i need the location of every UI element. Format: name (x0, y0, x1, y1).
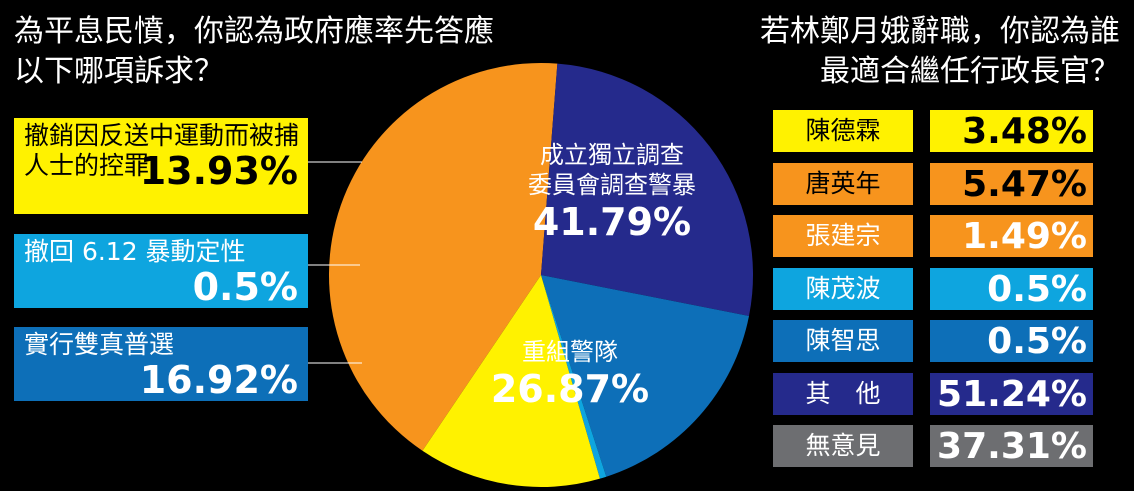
pie-slice (541, 275, 749, 477)
pie-slice-label: 撤回 6.12 暴動定性 (24, 237, 246, 266)
candidate-percentage: 3.48% (930, 110, 1093, 152)
candidate-percentage: 0.5% (930, 320, 1093, 362)
pie-slice-inner-label: 成立獨立調查 委員會調查警暴 41.79% (512, 140, 712, 244)
candidate-name: 張建宗 (773, 215, 913, 257)
pie-slice-label: 撤銷因反送中運動而被捕 (24, 121, 300, 150)
table-row: 陳德霖 3.48% (773, 110, 1093, 152)
table-row: 其 他 51.24% (773, 372, 1093, 415)
pie-slice-callout: 實行雙真普選 16.92% (14, 327, 308, 401)
table-chart-title-line-1: 若林鄭月娥辭職，你認為誰 (760, 14, 1120, 49)
pie-slice-label: 委員會調查警暴 (528, 171, 696, 199)
pie-chart-title-line-1: 為平息民憤，你認為政府應率先答應 (14, 14, 494, 49)
pie-slice-value-label: 0.5% (192, 265, 298, 309)
pie-slice (328, 62, 558, 451)
pie-slice-label: 人士的控罪 (24, 151, 150, 180)
table-row: 無意見 37.31% (773, 425, 1093, 467)
pie-slice-label: 實行雙真普選 (24, 330, 175, 359)
candidate-name: 陳茂波 (773, 267, 913, 310)
candidate-name: 唐英年 (773, 162, 913, 205)
pie-slice-label: 成立獨立調查 (540, 141, 684, 169)
pie-slice (541, 63, 754, 316)
pie-chart-title-line-2: 以下哪項訴求？ (14, 54, 224, 89)
table-row: 張建宗 1.49% (773, 215, 1093, 257)
table-chart-title: 若林鄭月娥辭職，你認為誰 最適合繼任行政長官？ (760, 12, 1120, 92)
table-row: 唐英年 5.47% (773, 162, 1093, 205)
pie-slice-inner-label: 重組警隊 26.87% (470, 337, 670, 411)
candidate-percentage: 51.24% (930, 372, 1093, 415)
pie-slice-value-label: 26.87% (490, 367, 650, 411)
candidate-percentage: 1.49% (930, 215, 1093, 257)
table-chart-title-line-2: 最適合繼任行政長官？ (820, 54, 1120, 89)
candidate-name: 陳智思 (773, 320, 913, 362)
table-row: 陳茂波 0.5% (773, 267, 1093, 310)
pie-slice-callout: 撤回 6.12 暴動定性 0.5% (14, 234, 308, 308)
candidate-percentage: 37.31% (930, 425, 1093, 467)
candidate-name: 其 他 (773, 372, 913, 415)
pie-slice (541, 275, 607, 479)
pie-chart-title: 為平息民憤，你認為政府應率先答應 以下哪項訴求？ (14, 12, 494, 92)
pie-slice-value-label: 13.93% (139, 149, 298, 193)
pie-slice-value-label: 16.92% (139, 358, 298, 402)
pie-slice-callout: 撤銷因反送中運動而被捕 人士的控罪 13.93% (14, 118, 308, 214)
pie-slice (422, 275, 600, 488)
pie-slice-value-label: 41.79% (532, 200, 692, 244)
candidate-percentage: 0.5% (930, 267, 1093, 310)
pie-slice-label: 重組警隊 (522, 338, 618, 366)
table-row: 陳智思 0.5% (773, 320, 1093, 362)
candidate-percentage: 5.47% (930, 162, 1093, 205)
candidate-name: 無意見 (773, 425, 913, 467)
candidate-name: 陳德霖 (773, 110, 913, 152)
